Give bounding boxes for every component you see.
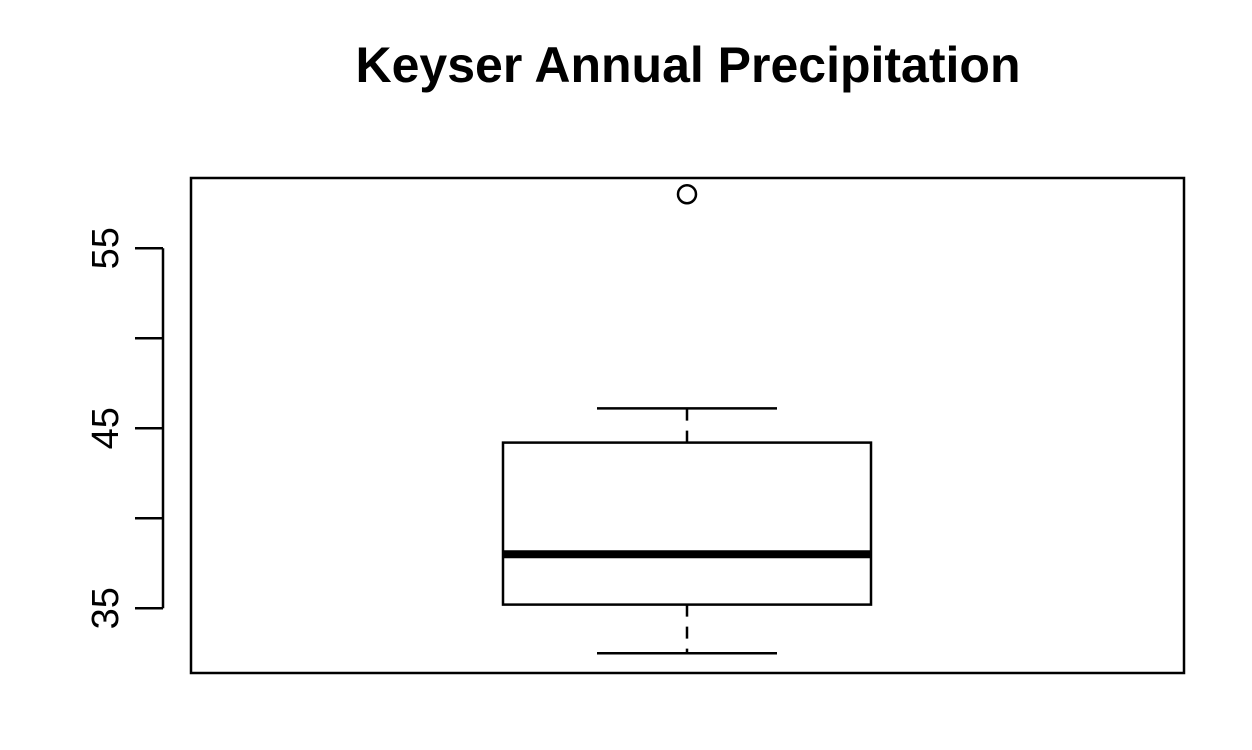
box-group [501, 183, 873, 655]
y-tick-label: 55 [85, 227, 127, 269]
y-tick-label: 45 [85, 407, 127, 449]
outlier-point [676, 183, 698, 205]
plot-frame [189, 176, 1186, 675]
iqr-box [501, 441, 873, 606]
chart-title: Keyser Annual Precipitation [356, 37, 1021, 93]
y-axis: 35 45 55 [85, 227, 165, 629]
y-tick-label: 35 [85, 587, 127, 629]
